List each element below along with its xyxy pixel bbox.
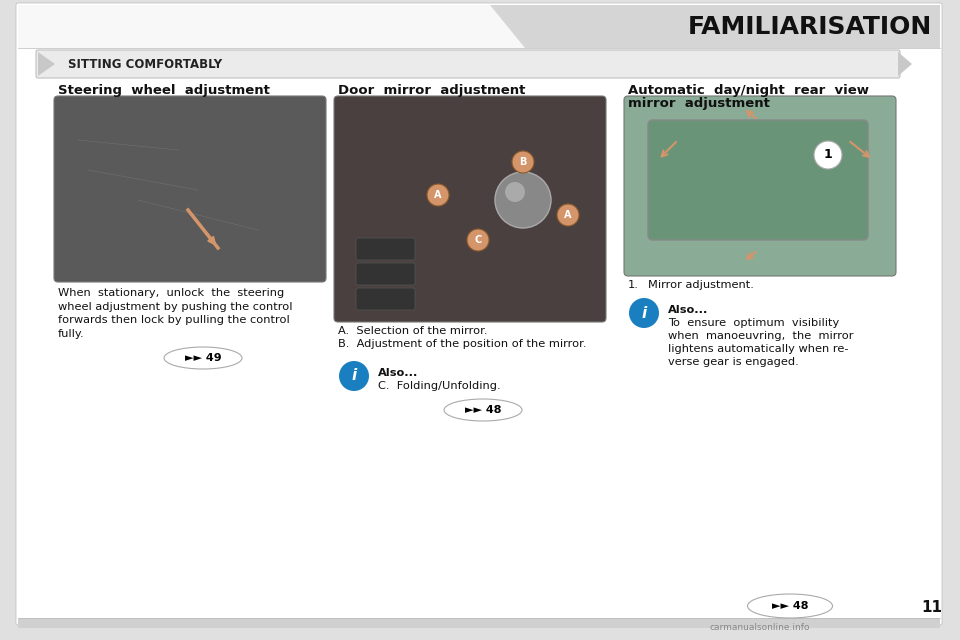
Circle shape <box>557 204 579 226</box>
FancyBboxPatch shape <box>16 3 942 625</box>
Polygon shape <box>490 5 940 48</box>
FancyBboxPatch shape <box>36 50 900 78</box>
Circle shape <box>467 229 489 251</box>
Text: carmanualsonline.info: carmanualsonline.info <box>709 623 810 632</box>
Text: ►► 48: ►► 48 <box>772 601 808 611</box>
Text: mirror  adjustment: mirror adjustment <box>628 97 770 110</box>
Polygon shape <box>38 52 55 76</box>
Circle shape <box>505 182 525 202</box>
Text: To  ensure  optimum  visibility: To ensure optimum visibility <box>668 318 839 328</box>
Text: C: C <box>474 235 482 245</box>
Text: A: A <box>434 190 442 200</box>
Text: lightens automatically when re-: lightens automatically when re- <box>668 344 849 354</box>
FancyBboxPatch shape <box>18 618 940 628</box>
Circle shape <box>339 361 369 391</box>
FancyBboxPatch shape <box>624 96 896 276</box>
Text: 11: 11 <box>922 600 943 616</box>
Text: i: i <box>351 369 356 383</box>
Polygon shape <box>898 52 912 76</box>
FancyBboxPatch shape <box>356 263 415 285</box>
Text: Mirror adjustment.: Mirror adjustment. <box>648 280 754 290</box>
Text: ►► 49: ►► 49 <box>184 353 222 363</box>
Text: Door  mirror  adjustment: Door mirror adjustment <box>338 84 525 97</box>
Text: Also...: Also... <box>378 368 419 378</box>
Text: C.  Folding/Unfolding.: C. Folding/Unfolding. <box>378 381 500 391</box>
Circle shape <box>512 151 534 173</box>
Text: B.  Adjustment of the position of the mirror.: B. Adjustment of the position of the mir… <box>338 339 587 349</box>
Circle shape <box>814 141 842 169</box>
Text: A.  Selection of the mirror.: A. Selection of the mirror. <box>338 326 488 336</box>
Ellipse shape <box>444 399 522 421</box>
FancyBboxPatch shape <box>356 238 415 260</box>
Text: Also...: Also... <box>668 305 708 315</box>
Ellipse shape <box>748 594 832 618</box>
Text: when  manoeuvring,  the  mirror: when manoeuvring, the mirror <box>668 331 853 341</box>
Circle shape <box>629 298 659 328</box>
Text: 1: 1 <box>824 148 832 161</box>
Text: ►► 48: ►► 48 <box>465 405 501 415</box>
Text: B: B <box>519 157 527 167</box>
FancyBboxPatch shape <box>356 288 415 310</box>
Text: i: i <box>641 305 647 321</box>
Circle shape <box>495 172 551 228</box>
Text: Automatic  day/night  rear  view: Automatic day/night rear view <box>628 84 869 97</box>
Text: SITTING COMFORTABLY: SITTING COMFORTABLY <box>68 58 222 72</box>
FancyBboxPatch shape <box>648 120 868 240</box>
Text: Steering  wheel  adjustment: Steering wheel adjustment <box>58 84 270 97</box>
Text: When  stationary,  unlock  the  steering
wheel adjustment by pushing the control: When stationary, unlock the steering whe… <box>58 288 293 339</box>
FancyBboxPatch shape <box>54 96 326 282</box>
Ellipse shape <box>164 347 242 369</box>
Text: FAMILIARISATION: FAMILIARISATION <box>687 15 932 39</box>
Text: verse gear is engaged.: verse gear is engaged. <box>668 357 799 367</box>
FancyBboxPatch shape <box>334 96 606 322</box>
Polygon shape <box>18 5 525 48</box>
Text: 1.: 1. <box>628 280 638 290</box>
Text: A: A <box>564 210 572 220</box>
Circle shape <box>427 184 449 206</box>
